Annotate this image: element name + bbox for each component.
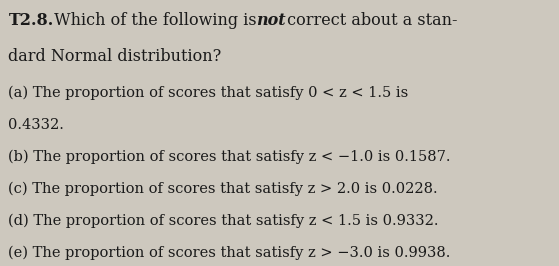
Text: Which of the following is: Which of the following is	[49, 12, 262, 29]
Text: (d) The proportion of scores that satisfy z < 1.5 is 0.9332.: (d) The proportion of scores that satisf…	[8, 213, 439, 228]
Text: T2.8.: T2.8.	[8, 12, 54, 29]
Text: 0.4332.: 0.4332.	[8, 118, 64, 131]
Text: dard Normal distribution?: dard Normal distribution?	[8, 48, 221, 65]
Text: not: not	[256, 12, 286, 29]
Text: correct about a stan-: correct about a stan-	[282, 12, 457, 29]
Text: (c) The proportion of scores that satisfy z > 2.0 is 0.0228.: (c) The proportion of scores that satisf…	[8, 181, 438, 196]
Text: (e) The proportion of scores that satisfy z > −3.0 is 0.9938.: (e) The proportion of scores that satisf…	[8, 245, 451, 260]
Text: (b) The proportion of scores that satisfy z < −1.0 is 0.1587.: (b) The proportion of scores that satisf…	[8, 149, 451, 164]
Text: (a) The proportion of scores that satisfy 0 < z < 1.5 is: (a) The proportion of scores that satisf…	[8, 86, 409, 100]
